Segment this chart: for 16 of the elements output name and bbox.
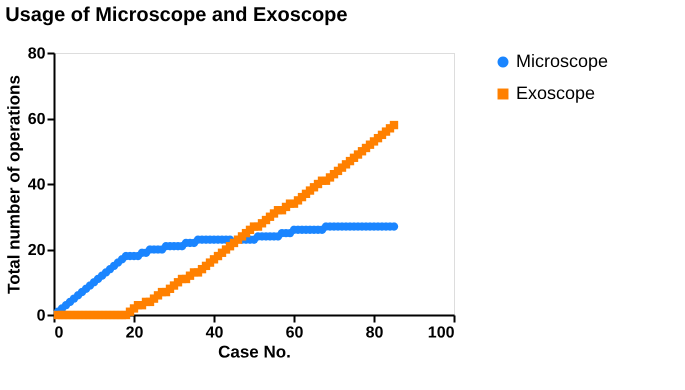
y-tick-label: 0: [36, 308, 46, 324]
y-tick-label: 40: [28, 176, 46, 194]
x-tick-label: 100: [428, 324, 455, 342]
x-tick-label: 20: [126, 324, 144, 342]
legend-label: Microscope: [516, 51, 608, 71]
y-tick-label: 80: [28, 46, 46, 62]
x-tick-label: 40: [206, 324, 224, 342]
x-tick-label: 60: [286, 324, 304, 342]
legend-label: Exoscope: [516, 83, 596, 103]
y-tick-label: 60: [28, 111, 46, 128]
x-tick-label: 0: [54, 324, 64, 342]
y-axis-title: Total number of operations: [4, 75, 24, 294]
chart-title: Usage of Microscope and Exoscope: [5, 4, 348, 26]
x-tick-label: 80: [366, 324, 384, 342]
x-axis-title: Case No.: [218, 342, 291, 362]
y-tick-label: 20: [28, 242, 46, 259]
